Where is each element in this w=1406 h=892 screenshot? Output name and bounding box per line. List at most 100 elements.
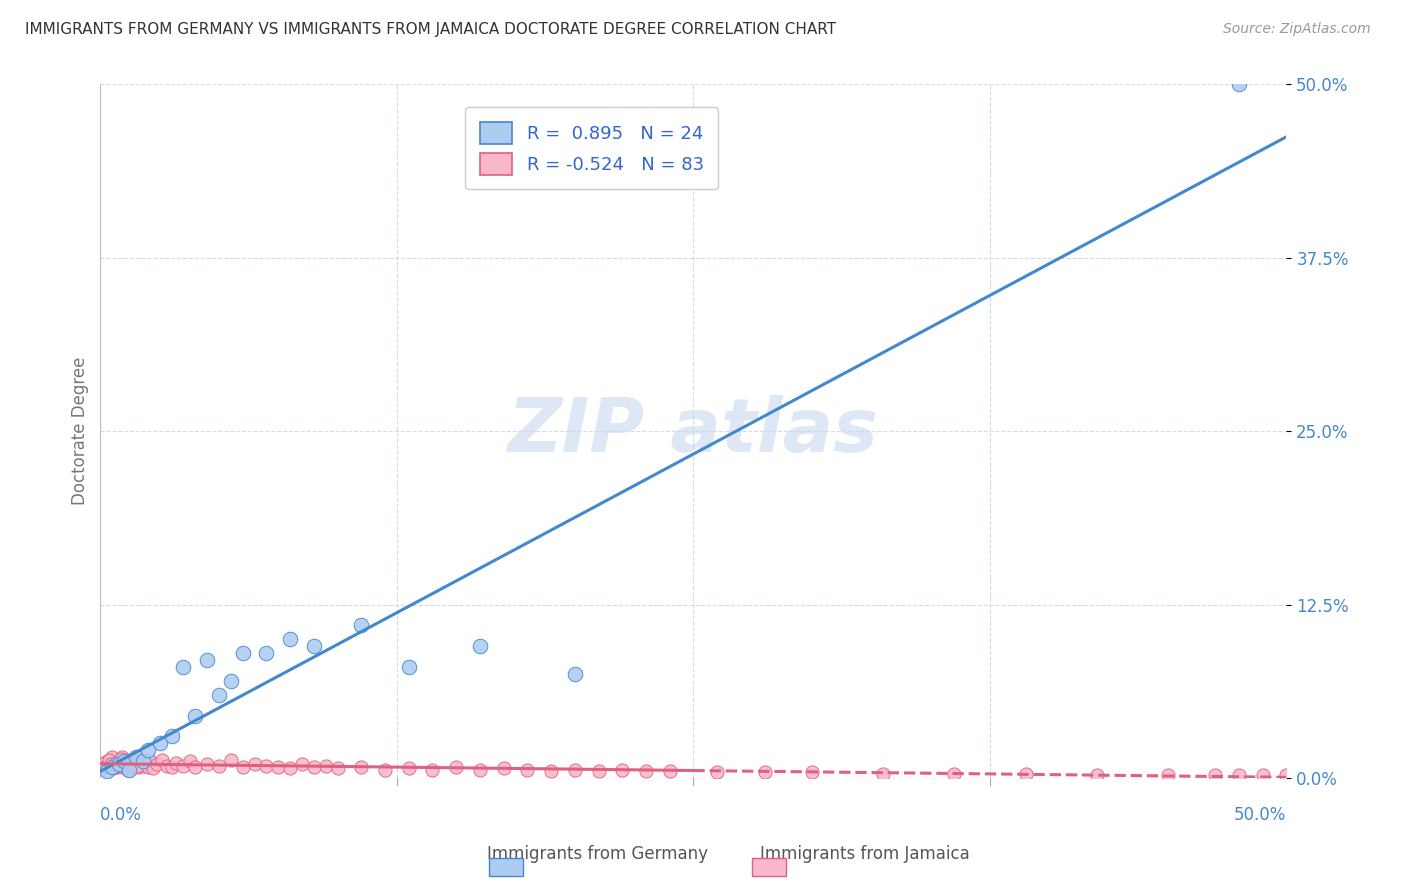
Point <box>1275 768 1298 782</box>
Point <box>208 688 231 702</box>
Point <box>105 760 128 774</box>
Point <box>172 660 194 674</box>
Text: Source: ZipAtlas.com: Source: ZipAtlas.com <box>1223 22 1371 37</box>
Point <box>254 646 277 660</box>
Point <box>118 753 141 767</box>
Point <box>564 763 586 777</box>
Point <box>243 757 266 772</box>
Point <box>160 760 183 774</box>
Point <box>302 760 325 774</box>
Point <box>184 760 207 774</box>
Point <box>658 764 681 778</box>
Point <box>103 757 125 772</box>
Point <box>141 761 163 775</box>
Point <box>1085 768 1108 782</box>
Point <box>195 653 218 667</box>
Point <box>118 757 141 772</box>
Point <box>96 758 118 772</box>
Point <box>232 760 254 774</box>
Point <box>540 764 562 778</box>
Point <box>172 758 194 772</box>
Text: 0.0%: 0.0% <box>100 805 142 823</box>
Point <box>100 757 122 772</box>
Point <box>801 765 824 780</box>
Point <box>516 763 538 777</box>
Point <box>118 763 141 777</box>
Point <box>97 753 120 767</box>
Point <box>108 755 131 769</box>
Point <box>124 755 146 769</box>
Point <box>195 757 218 772</box>
Point <box>129 755 152 769</box>
Point <box>112 757 135 772</box>
Point <box>91 757 114 772</box>
Point <box>1204 768 1226 782</box>
Point <box>468 763 491 777</box>
Point <box>111 760 134 774</box>
Point <box>160 730 183 744</box>
Text: 50.0%: 50.0% <box>1234 805 1286 823</box>
Point <box>139 755 162 769</box>
Point <box>612 763 634 777</box>
Point <box>302 639 325 653</box>
Point <box>104 756 127 770</box>
Point <box>492 761 515 775</box>
Point <box>165 756 187 770</box>
Point <box>588 764 610 778</box>
Point <box>115 761 138 775</box>
Point <box>110 751 132 765</box>
Point <box>111 750 134 764</box>
Point <box>634 764 657 778</box>
Point <box>136 743 159 757</box>
Point <box>184 708 207 723</box>
Point <box>112 755 135 769</box>
Point <box>943 767 966 781</box>
Point <box>374 763 396 777</box>
Text: IMMIGRANTS FROM GERMANY VS IMMIGRANTS FROM JAMAICA DOCTORATE DEGREE CORRELATION : IMMIGRANTS FROM GERMANY VS IMMIGRANTS FR… <box>25 22 837 37</box>
Point <box>136 760 159 774</box>
Point <box>98 758 121 772</box>
Point <box>315 758 337 772</box>
Point <box>150 753 173 767</box>
Point <box>94 760 117 774</box>
Point <box>101 760 124 774</box>
Point <box>132 755 155 769</box>
Point <box>350 618 373 632</box>
Point <box>291 757 314 772</box>
Point <box>564 667 586 681</box>
Point <box>444 760 467 774</box>
Point <box>156 758 179 772</box>
Point <box>103 761 125 775</box>
Point <box>219 673 242 688</box>
Point <box>468 639 491 653</box>
Point <box>326 761 349 775</box>
Point <box>127 758 149 772</box>
Point <box>132 758 155 772</box>
Point <box>101 750 124 764</box>
Point <box>127 760 149 774</box>
Point <box>93 756 115 770</box>
Point <box>422 763 444 777</box>
Point <box>398 660 420 674</box>
Point <box>125 750 148 764</box>
Point <box>278 632 301 647</box>
Point <box>108 757 131 772</box>
Point <box>1227 768 1250 782</box>
Point <box>134 757 156 772</box>
Point <box>208 758 231 772</box>
Point <box>219 753 242 767</box>
Text: Immigrants from Germany: Immigrants from Germany <box>486 845 709 863</box>
Point <box>149 736 172 750</box>
Point <box>398 761 420 775</box>
Point <box>117 763 139 777</box>
Point <box>232 646 254 660</box>
Point <box>278 761 301 775</box>
Point <box>96 764 118 778</box>
Legend: R =  0.895   N = 24, R = -0.524   N = 83: R = 0.895 N = 24, R = -0.524 N = 83 <box>465 107 718 189</box>
Point <box>125 751 148 765</box>
Point <box>107 758 129 772</box>
Point <box>122 756 145 770</box>
Point <box>96 755 118 769</box>
Point <box>350 760 373 774</box>
Point <box>254 758 277 772</box>
